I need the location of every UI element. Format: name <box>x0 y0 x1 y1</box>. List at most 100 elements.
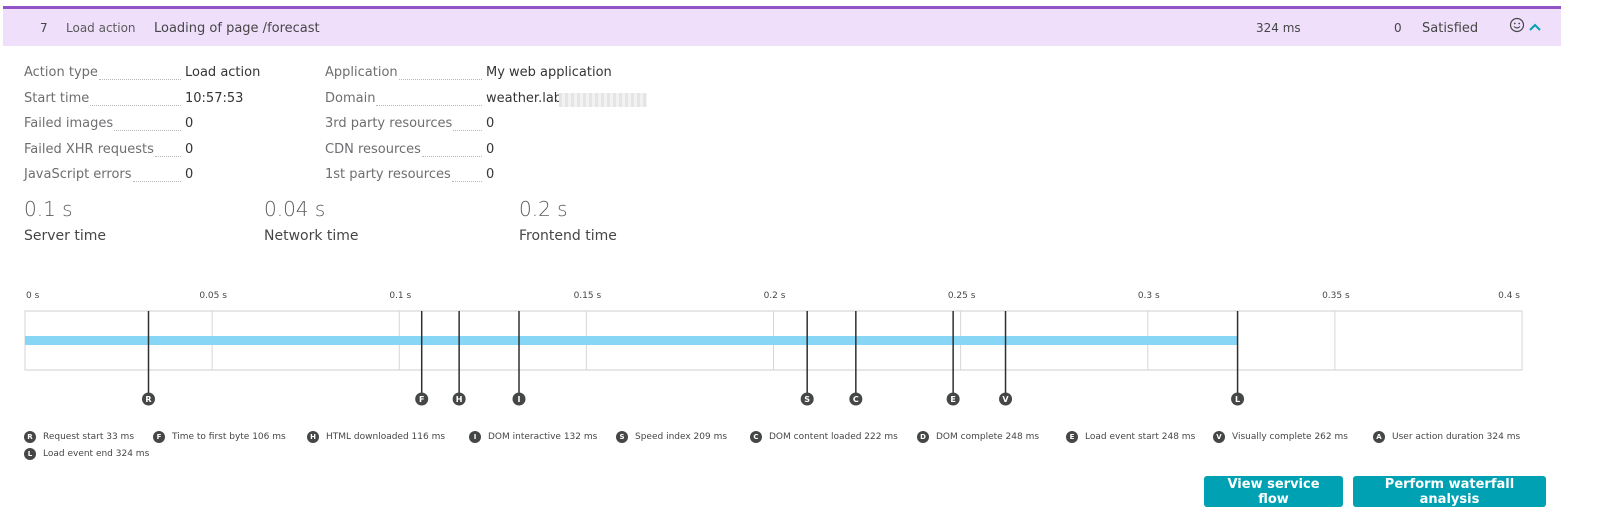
legend-text: Request start 33 ms <box>43 432 135 442</box>
property-label: Failed images <box>24 116 114 131</box>
property-leader-dots <box>154 155 181 157</box>
property-label: Start time <box>24 90 90 106</box>
legend-text: User action duration 324 ms <box>1392 432 1521 442</box>
property-leader-dots <box>98 79 181 80</box>
property-value: 0 <box>486 167 495 182</box>
action-errors: 0 <box>1394 21 1402 35</box>
property-value: 10:57:53 <box>185 90 244 106</box>
action-duration: 324 ms <box>1256 21 1301 35</box>
property-leader-dots <box>376 104 482 106</box>
timeline-marker-badge <box>946 392 960 406</box>
legend-text: Visually complete 262 ms <box>1232 432 1348 442</box>
legend-item: V Visually complete 262 ms <box>1213 431 1348 443</box>
legend-badge: D <box>917 431 929 443</box>
legend-item: C DOM content loaded 222 ms <box>750 431 898 443</box>
property-value: My web application <box>486 65 612 80</box>
property-value: 0 <box>185 141 194 157</box>
legend-text: Time to first byte 106 ms <box>172 432 286 442</box>
smiley-icon <box>1509 17 1525 33</box>
legend-item: A User action duration 324 ms <box>1373 431 1520 443</box>
property-label: JavaScript errors <box>24 167 132 182</box>
legend-badge: L <box>24 448 36 460</box>
legend-badge: S <box>616 431 628 443</box>
property-leader-dots <box>451 181 482 182</box>
legend-text: DOM interactive 132 ms <box>488 432 598 442</box>
action-index: 7 <box>40 21 48 35</box>
timeline-tick-label: 0.05 s <box>199 291 227 301</box>
property-row: Action type Load action <box>24 65 385 82</box>
timeline-marker-letter: V <box>1002 395 1009 404</box>
timeline-marker-badge <box>512 392 526 406</box>
timeline-tick-label: 0.1 s <box>389 291 411 301</box>
legend-text: DOM content loaded 222 ms <box>769 432 898 442</box>
property-leader-dots <box>90 104 181 106</box>
property-row: 3rd party resources 0 <box>325 116 686 133</box>
timeline-marker-letter: E <box>950 395 955 404</box>
user-action-row[interactable]: 7 Load action Loading of page /forecast … <box>3 6 1561 46</box>
timeline-marker-badge <box>800 392 814 406</box>
timeline-tick-label: 0.4 s <box>1498 291 1520 301</box>
legend-text: Load event end 324 ms <box>43 449 150 459</box>
action-timeline-chart: 0 s 0.05 s 0.1 s 0.15 s 0.2 s 0.25 s 0.3 s 0.35… <box>24 291 1523 406</box>
property-label: Failed XHR requests <box>24 141 154 157</box>
timeline-tick-label: 0.3 s <box>1138 291 1160 301</box>
property-value: 0 <box>185 116 194 131</box>
timeline-marker-letter: R <box>145 395 151 404</box>
legend-item: F Time to first byte 106 ms <box>153 431 286 443</box>
redacted-text <box>559 92 647 107</box>
perform-waterfall-analysis-button[interactable]: Perform waterfall analysis <box>1353 476 1546 507</box>
property-label: Action type <box>24 65 98 80</box>
legend-badge: A <box>1373 431 1385 443</box>
apdex-rating: Satisfied <box>1422 21 1479 36</box>
timeline-marker-letter: C <box>853 395 859 404</box>
property-value: 0 <box>486 141 495 157</box>
legend-text: HTML downloaded 116 ms <box>326 432 446 442</box>
property-row: Domain weather.lab <box>325 91 686 108</box>
timeline-marker-letter: L <box>1235 395 1240 404</box>
property-row: JavaScript errors 0 <box>24 167 385 184</box>
legend-item: D DOM complete 248 ms <box>917 431 1039 443</box>
property-label: Domain <box>325 90 376 106</box>
property-row: Failed images 0 <box>24 116 385 133</box>
network-time-label: Network time <box>264 228 359 244</box>
timeline-marker-letter: H <box>456 395 463 404</box>
timeline-tick-label: 0 s <box>26 291 40 301</box>
frontend-time-value: 0.2 s <box>519 197 568 221</box>
property-value: 0 <box>486 116 495 131</box>
collapse-chevron-up-icon[interactable] <box>1525 17 1545 37</box>
legend-badge: R <box>24 431 36 443</box>
legend-item: E Load event start 248 ms <box>1066 431 1195 443</box>
frontend-time-label: Frontend time <box>519 228 617 244</box>
timeline-marker-letter: I <box>518 395 521 404</box>
network-time-value: 0.04 s <box>264 197 326 221</box>
timeline-marker-letter: S <box>804 395 810 404</box>
timeline-tick-label: 0.15 s <box>574 291 602 301</box>
timeline-marker-badge <box>452 392 466 406</box>
view-service-flow-button[interactable]: View service flow <box>1204 476 1343 507</box>
property-leader-dots <box>453 130 482 131</box>
property-value: 0 <box>185 167 194 182</box>
property-leader-dots <box>114 130 181 131</box>
property-row: 1st party resources 0 <box>325 167 686 184</box>
timeline-tick-label: 0.2 s <box>764 291 786 301</box>
property-value: Load action <box>185 65 261 80</box>
legend-badge: H <box>307 431 319 443</box>
legend-badge: V <box>1213 431 1225 443</box>
timeline-marker-badge <box>142 392 156 406</box>
timeline-marker-badge <box>849 392 863 406</box>
server-time-value: 0.1 s <box>24 197 73 221</box>
legend-text: DOM complete 248 ms <box>936 432 1040 442</box>
timeline-tick-label: 0.25 s <box>948 291 976 301</box>
property-label: Application <box>325 65 398 80</box>
legend-item: H HTML downloaded 116 ms <box>307 431 445 443</box>
legend-item: L Load event end 324 ms <box>24 448 149 460</box>
property-leader-dots <box>132 181 181 182</box>
legend-text: Speed index 209 ms <box>635 432 728 442</box>
property-value: weather.lab <box>486 90 563 106</box>
legend-badge: I <box>469 431 481 443</box>
legend-item: R Request start 33 ms <box>24 431 134 443</box>
action-name: Loading of page /forecast <box>154 21 320 36</box>
timeline-marker-badge <box>999 392 1013 406</box>
timeline-duration-bar <box>25 336 1238 345</box>
property-label: 3rd party resources <box>325 116 453 131</box>
